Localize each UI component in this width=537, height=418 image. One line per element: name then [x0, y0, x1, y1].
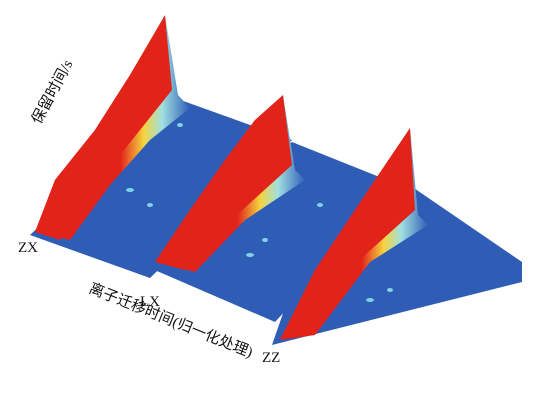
sample-label: ZZ: [262, 350, 280, 366]
sample-label: ZX: [18, 240, 38, 256]
sample-label: LX: [140, 294, 160, 310]
page: 保留时间/s 离子迁移时间(归一化处理) ZX LX ZZ (() => { c…: [0, 0, 537, 413]
plot: 保留时间/s 离子迁移时间(归一化处理) ZX LX ZZ: [0, 0, 537, 413]
